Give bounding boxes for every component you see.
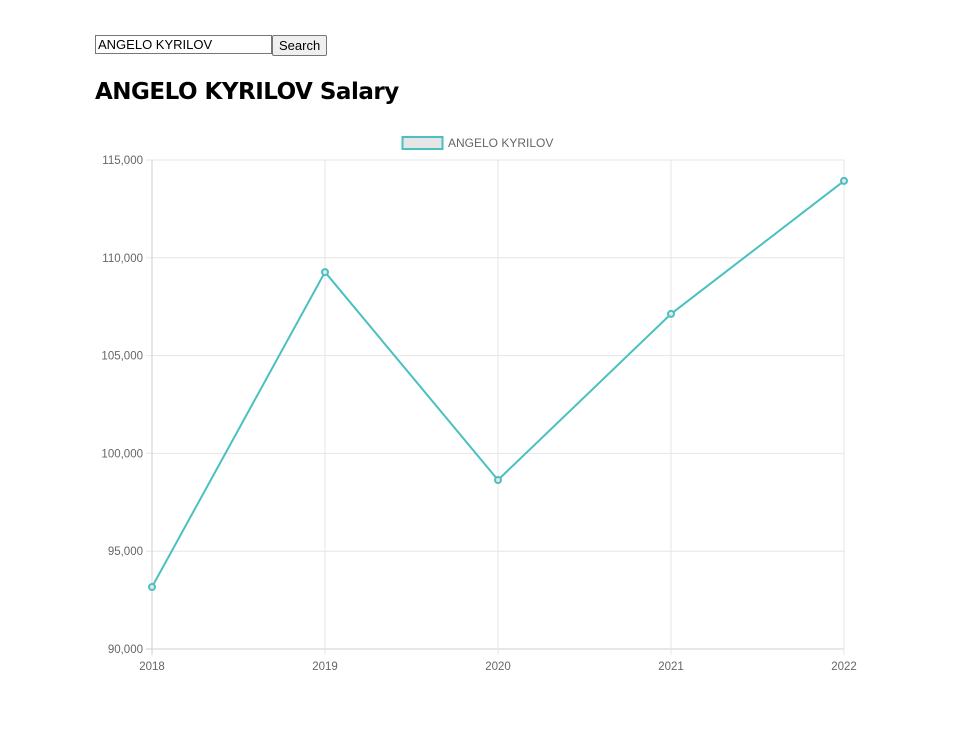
y-tick-label: 105,000 xyxy=(101,351,143,363)
y-tick-label: 110,000 xyxy=(102,253,143,265)
search-button[interactable]: Search xyxy=(272,35,328,56)
data-point xyxy=(148,582,156,591)
x-tick-label: 2019 xyxy=(312,661,338,673)
y-tick-label: 100,000 xyxy=(101,448,143,460)
search-input[interactable] xyxy=(95,35,272,54)
x-tick-label: 2018 xyxy=(139,661,165,673)
y-tick-label: 90,000 xyxy=(108,644,143,656)
data-point xyxy=(321,268,329,277)
search-form: Search xyxy=(95,35,328,56)
x-tick-label: 2021 xyxy=(658,661,684,673)
legend-swatch xyxy=(401,136,444,150)
data-point xyxy=(667,309,675,318)
data-point xyxy=(840,176,848,185)
x-tick-label: 2022 xyxy=(831,661,857,673)
y-tick-label: 95,000 xyxy=(108,546,143,558)
x-tick-label: 2020 xyxy=(485,661,511,673)
legend-label: ANGELO KYRILOV xyxy=(448,136,553,150)
page-title: ANGELO KYRILOV Salary xyxy=(95,79,399,105)
y-tick-label: 115,000 xyxy=(102,155,143,167)
data-point xyxy=(494,476,502,485)
